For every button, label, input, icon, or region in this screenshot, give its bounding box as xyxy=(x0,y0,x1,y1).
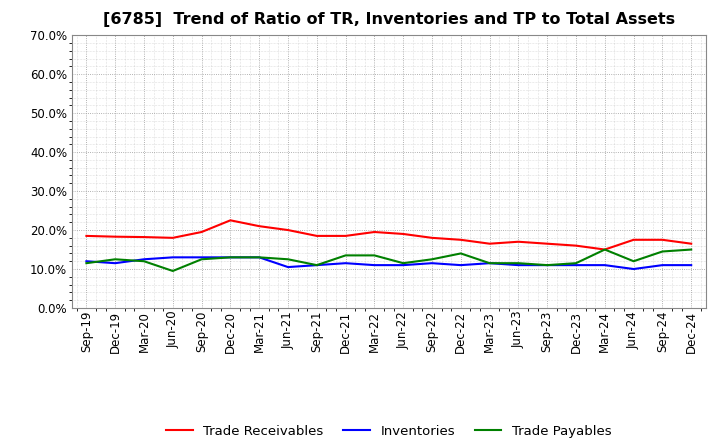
Line: Inventories: Inventories xyxy=(86,257,691,269)
Inventories xyxy=(82,259,91,264)
Trade Payables xyxy=(111,257,120,262)
Title: [6785]  Trend of Ratio of TR, Inventories and TP to Total Assets: [6785] Trend of Ratio of TR, Inventories… xyxy=(103,12,675,27)
Inventories xyxy=(370,263,379,268)
Trade Receivables xyxy=(600,247,609,252)
Trade Payables xyxy=(629,259,638,264)
Trade Payables xyxy=(341,253,350,258)
Trade Payables xyxy=(456,251,465,256)
Trade Payables xyxy=(284,257,292,262)
Inventories xyxy=(629,266,638,271)
Inventories xyxy=(543,263,552,268)
Trade Receivables xyxy=(341,233,350,238)
Trade Payables xyxy=(543,263,552,268)
Inventories xyxy=(658,263,667,268)
Trade Payables xyxy=(399,260,408,266)
Trade Payables xyxy=(197,257,206,262)
Inventories xyxy=(456,263,465,268)
Inventories xyxy=(428,260,436,266)
Trade Receivables xyxy=(687,241,696,246)
Trade Receivables xyxy=(284,227,292,233)
Trade Receivables xyxy=(658,237,667,242)
Trade Payables xyxy=(140,259,148,264)
Inventories xyxy=(485,260,494,266)
Trade Receivables xyxy=(82,233,91,238)
Trade Receivables xyxy=(312,233,321,238)
Trade Receivables xyxy=(428,235,436,241)
Trade Receivables xyxy=(399,231,408,237)
Legend: Trade Receivables, Inventories, Trade Payables: Trade Receivables, Inventories, Trade Pa… xyxy=(161,419,616,440)
Trade Payables xyxy=(658,249,667,254)
Trade Receivables xyxy=(543,241,552,246)
Line: Trade Receivables: Trade Receivables xyxy=(86,220,691,249)
Trade Receivables xyxy=(255,224,264,229)
Inventories xyxy=(168,255,177,260)
Trade Payables xyxy=(428,257,436,262)
Trade Payables xyxy=(514,260,523,266)
Trade Receivables xyxy=(168,235,177,241)
Trade Receivables xyxy=(197,229,206,235)
Inventories xyxy=(572,263,580,268)
Inventories xyxy=(197,255,206,260)
Inventories xyxy=(514,263,523,268)
Inventories xyxy=(284,264,292,270)
Inventories xyxy=(600,263,609,268)
Trade Receivables xyxy=(111,234,120,239)
Trade Payables xyxy=(687,247,696,252)
Trade Payables xyxy=(370,253,379,258)
Trade Receivables xyxy=(456,237,465,242)
Line: Trade Payables: Trade Payables xyxy=(86,249,691,271)
Trade Payables xyxy=(312,263,321,268)
Trade Receivables xyxy=(514,239,523,244)
Inventories xyxy=(255,255,264,260)
Inventories xyxy=(226,255,235,260)
Trade Payables xyxy=(600,247,609,252)
Trade Receivables xyxy=(140,235,148,240)
Trade Receivables xyxy=(370,229,379,235)
Trade Payables xyxy=(82,260,91,266)
Inventories xyxy=(341,260,350,266)
Inventories xyxy=(399,263,408,268)
Trade Receivables xyxy=(226,218,235,223)
Trade Receivables xyxy=(629,237,638,242)
Trade Receivables xyxy=(485,241,494,246)
Trade Payables xyxy=(255,255,264,260)
Inventories xyxy=(111,260,120,266)
Inventories xyxy=(140,257,148,262)
Trade Payables xyxy=(485,260,494,266)
Inventories xyxy=(312,263,321,268)
Inventories xyxy=(687,263,696,268)
Trade Payables xyxy=(168,268,177,274)
Trade Payables xyxy=(572,260,580,266)
Trade Receivables xyxy=(572,243,580,248)
Trade Payables xyxy=(226,255,235,260)
